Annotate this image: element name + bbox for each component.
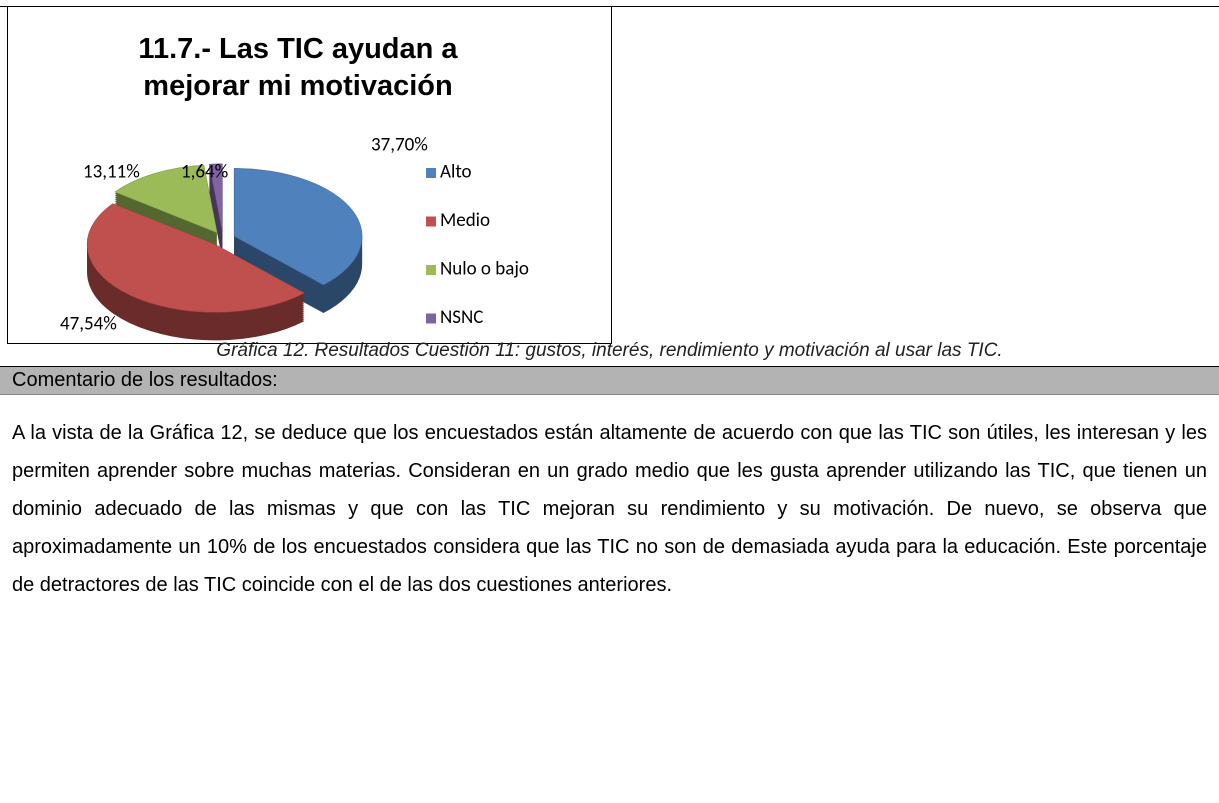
comment-header: Comentario de los resultados: — [0, 366, 1219, 395]
slice — [114, 164, 218, 234]
legend-label: NSNC — [440, 306, 483, 329]
paragraph: A la vista de la Gráfica 12, se deduce q… — [12, 422, 1207, 596]
legend-swatch — [426, 168, 436, 178]
caption: Gráfica 12. Resultados Cuestión 11: gust… — [216, 340, 1003, 361]
legend-label: Alto — [440, 161, 472, 184]
chart-title: 11.7.- Las TIC ayudan a mejorar mi motiv… — [138, 33, 458, 102]
data-label: 37,70% — [371, 134, 428, 157]
legend-swatch — [426, 216, 436, 227]
data-label: 13,11% — [83, 161, 140, 184]
comment-header-text: Comentario de los resultados: — [12, 369, 278, 391]
slice — [208, 163, 223, 232]
chart: 37,70% 47,54% 13,11% 1,64% Alto Medio Nulo o b… — [7, 6, 612, 344]
pie-chart: 37,70% 47,54% 13,11% 1,64% Alto Medio Nulo o b… — [60, 134, 529, 341]
slice — [233, 168, 363, 286]
legend-label: Nulo o bajo — [440, 258, 529, 281]
data-label: 47,54% — [60, 313, 117, 336]
legend-swatch — [426, 265, 436, 275]
slice — [86, 203, 305, 313]
legend-swatch — [426, 313, 436, 324]
data-label: 1,64% — [181, 161, 228, 184]
legend-label: Medio — [440, 209, 490, 232]
